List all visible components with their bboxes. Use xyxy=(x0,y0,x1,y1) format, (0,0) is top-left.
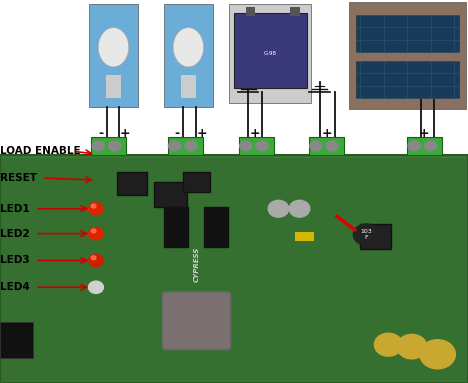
Bar xyxy=(204,207,228,247)
Ellipse shape xyxy=(173,28,204,67)
Circle shape xyxy=(268,200,289,217)
Text: G·98: G·98 xyxy=(264,51,277,56)
Text: LED4: LED4 xyxy=(0,282,30,292)
Bar xyxy=(239,137,274,155)
Circle shape xyxy=(88,203,103,215)
Circle shape xyxy=(256,141,268,151)
Circle shape xyxy=(88,228,103,240)
Circle shape xyxy=(374,333,402,356)
Bar xyxy=(89,4,138,107)
Bar xyxy=(0,155,468,383)
Bar xyxy=(0,322,33,358)
Bar xyxy=(80,0,468,155)
Bar xyxy=(290,7,300,16)
Circle shape xyxy=(91,256,96,260)
Circle shape xyxy=(326,141,338,151)
Circle shape xyxy=(88,254,103,267)
Text: +: + xyxy=(418,127,429,140)
Text: -: - xyxy=(175,127,179,140)
Bar xyxy=(407,137,442,155)
Circle shape xyxy=(353,224,379,245)
Text: +: + xyxy=(322,127,332,140)
Circle shape xyxy=(240,141,252,151)
Bar xyxy=(356,15,459,52)
Circle shape xyxy=(424,141,437,151)
Text: -: - xyxy=(98,127,103,140)
Circle shape xyxy=(92,141,104,151)
Text: LED3: LED3 xyxy=(0,255,30,265)
Bar xyxy=(309,137,344,155)
Bar xyxy=(234,13,307,88)
Bar xyxy=(181,75,196,98)
Bar xyxy=(295,232,314,241)
Circle shape xyxy=(168,141,181,151)
Bar xyxy=(1,158,467,381)
Bar xyxy=(229,4,311,103)
Text: LOAD ENABLE: LOAD ENABLE xyxy=(0,146,81,156)
Bar xyxy=(168,137,203,155)
Circle shape xyxy=(91,229,96,233)
Circle shape xyxy=(88,281,103,293)
Bar xyxy=(117,172,147,195)
Circle shape xyxy=(289,200,310,217)
Circle shape xyxy=(310,141,322,151)
Text: CYPRESS: CYPRESS xyxy=(194,247,199,282)
Bar xyxy=(246,7,255,16)
Circle shape xyxy=(109,141,121,151)
Text: +: + xyxy=(120,127,131,140)
Bar xyxy=(360,224,391,249)
Circle shape xyxy=(408,141,420,151)
Text: +: + xyxy=(250,127,260,140)
Bar xyxy=(106,75,121,98)
FancyBboxPatch shape xyxy=(162,292,231,350)
Circle shape xyxy=(185,141,197,151)
Text: LED2: LED2 xyxy=(0,229,30,239)
Bar xyxy=(164,207,188,247)
Text: +: + xyxy=(197,127,207,140)
Text: 103
F: 103 F xyxy=(360,229,372,240)
Circle shape xyxy=(397,334,427,359)
Bar xyxy=(91,137,126,155)
Circle shape xyxy=(420,340,455,369)
Ellipse shape xyxy=(98,28,129,67)
Circle shape xyxy=(91,204,96,208)
Bar xyxy=(154,182,187,207)
Bar xyxy=(183,172,210,192)
Text: RESET: RESET xyxy=(0,173,37,183)
Bar xyxy=(356,61,459,98)
Bar xyxy=(349,2,466,109)
Bar xyxy=(164,4,213,107)
Text: LED1: LED1 xyxy=(0,204,30,214)
